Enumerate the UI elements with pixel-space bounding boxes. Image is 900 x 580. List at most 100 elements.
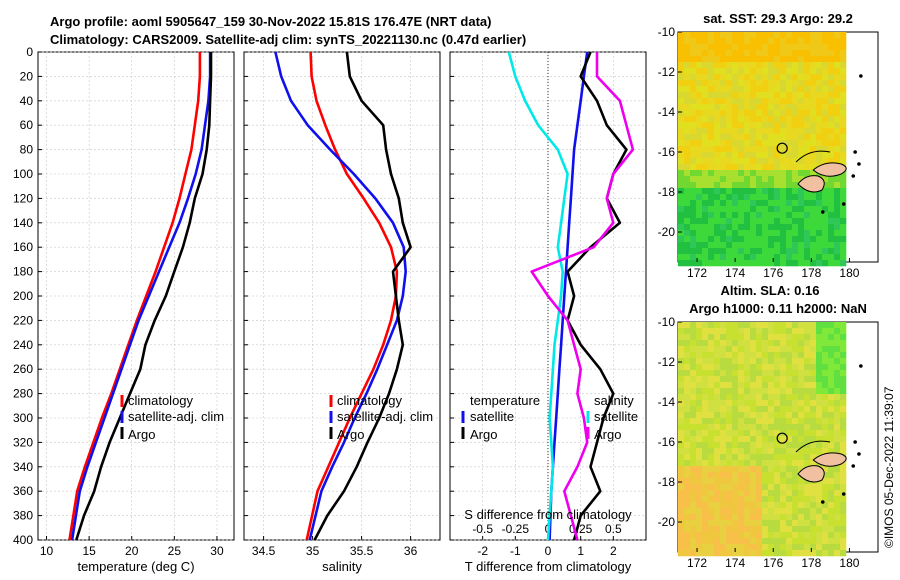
map-cell xyxy=(786,260,793,267)
map-cell xyxy=(798,230,805,237)
map-cell xyxy=(714,104,721,111)
map-cell xyxy=(840,532,847,539)
map-cell xyxy=(828,260,835,267)
map-cell xyxy=(810,170,817,177)
map-cell xyxy=(762,370,769,377)
map-cell xyxy=(774,110,781,117)
map-cell xyxy=(762,520,769,527)
map-cell xyxy=(714,110,721,117)
difference-legend-temperature: temperature satellite Argo xyxy=(461,393,540,442)
map-cell xyxy=(756,334,763,341)
map-cell xyxy=(714,254,721,261)
map-cell xyxy=(798,110,805,117)
map-cell xyxy=(774,68,781,75)
map-cell xyxy=(678,86,685,93)
island-dot xyxy=(853,440,857,444)
y-tick-label: 260 xyxy=(13,362,33,376)
map-cell xyxy=(762,484,769,491)
map-cell xyxy=(750,110,757,117)
map-cell xyxy=(780,466,787,473)
map-cell xyxy=(726,80,733,87)
map-cell xyxy=(696,466,703,473)
map-cell xyxy=(822,146,829,153)
map-cell xyxy=(774,400,781,407)
map-cell xyxy=(690,140,697,147)
map-cell xyxy=(762,388,769,395)
legend-temp-satellite: satellite xyxy=(470,409,514,424)
imos-timestamp: ©IMOS 05-Dec-2022 11:39:07 xyxy=(882,386,896,548)
map-cell xyxy=(762,254,769,261)
map-cell xyxy=(708,496,715,503)
map-cell xyxy=(816,526,823,533)
map-cell xyxy=(732,526,739,533)
map-cell xyxy=(840,242,847,249)
map-cell xyxy=(816,248,823,255)
map-cell xyxy=(678,128,685,135)
map-cell xyxy=(792,472,799,479)
map-cell xyxy=(744,418,751,425)
map-cell xyxy=(690,508,697,515)
map-cell xyxy=(780,176,787,183)
map-cell xyxy=(840,376,847,383)
x-tick-label: 30 xyxy=(210,544,224,558)
map-cell xyxy=(780,38,787,45)
map-cell xyxy=(690,128,697,135)
map-cell xyxy=(822,328,829,335)
map-cell xyxy=(750,212,757,219)
map-cell xyxy=(732,122,739,129)
map-cell xyxy=(696,74,703,81)
map-cell xyxy=(828,236,835,243)
map-cell xyxy=(816,206,823,213)
map-cell xyxy=(690,50,697,57)
map-cell xyxy=(678,550,685,557)
map-cell xyxy=(732,370,739,377)
map-cell xyxy=(732,32,739,39)
map-cell xyxy=(804,140,811,147)
map-cell xyxy=(798,382,805,389)
map-cell xyxy=(756,164,763,171)
map-cell xyxy=(732,164,739,171)
map-cell xyxy=(810,80,817,87)
map-cell xyxy=(780,454,787,461)
map-cell xyxy=(780,406,787,413)
map-x-tick-label: 174 xyxy=(725,266,745,280)
map-cell xyxy=(744,164,751,171)
island-dot xyxy=(851,464,856,468)
map-cell xyxy=(762,514,769,521)
map-cell xyxy=(834,188,841,195)
map-cell xyxy=(798,92,805,99)
map-cell xyxy=(798,370,805,377)
map-cell xyxy=(696,526,703,533)
map-cell xyxy=(756,340,763,347)
map-cell xyxy=(738,520,745,527)
map-cell xyxy=(696,200,703,207)
map-cell xyxy=(690,418,697,425)
map-cell xyxy=(828,340,835,347)
map-cell xyxy=(720,490,727,497)
map-cell xyxy=(786,370,793,377)
map-cell xyxy=(684,454,691,461)
map-cell xyxy=(780,448,787,455)
map-cell xyxy=(762,364,769,371)
map-cell xyxy=(702,260,709,267)
map-cell xyxy=(708,32,715,39)
map-cell xyxy=(780,32,787,39)
map-cell xyxy=(792,550,799,557)
map-cell xyxy=(762,328,769,335)
series-line-argo xyxy=(313,51,412,541)
map-cell xyxy=(702,448,709,455)
map-cell xyxy=(774,418,781,425)
map-cell xyxy=(786,44,793,51)
map-cell xyxy=(738,412,745,419)
map-cell xyxy=(702,340,709,347)
map-cell xyxy=(678,502,685,509)
map-cell xyxy=(840,50,847,57)
map-cell xyxy=(828,86,835,93)
map-cell xyxy=(726,236,733,243)
map-cell xyxy=(738,62,745,69)
map-cell xyxy=(756,364,763,371)
map-cell xyxy=(750,334,757,341)
map-cell xyxy=(816,128,823,135)
map-cell xyxy=(702,484,709,491)
map-cell xyxy=(762,224,769,231)
